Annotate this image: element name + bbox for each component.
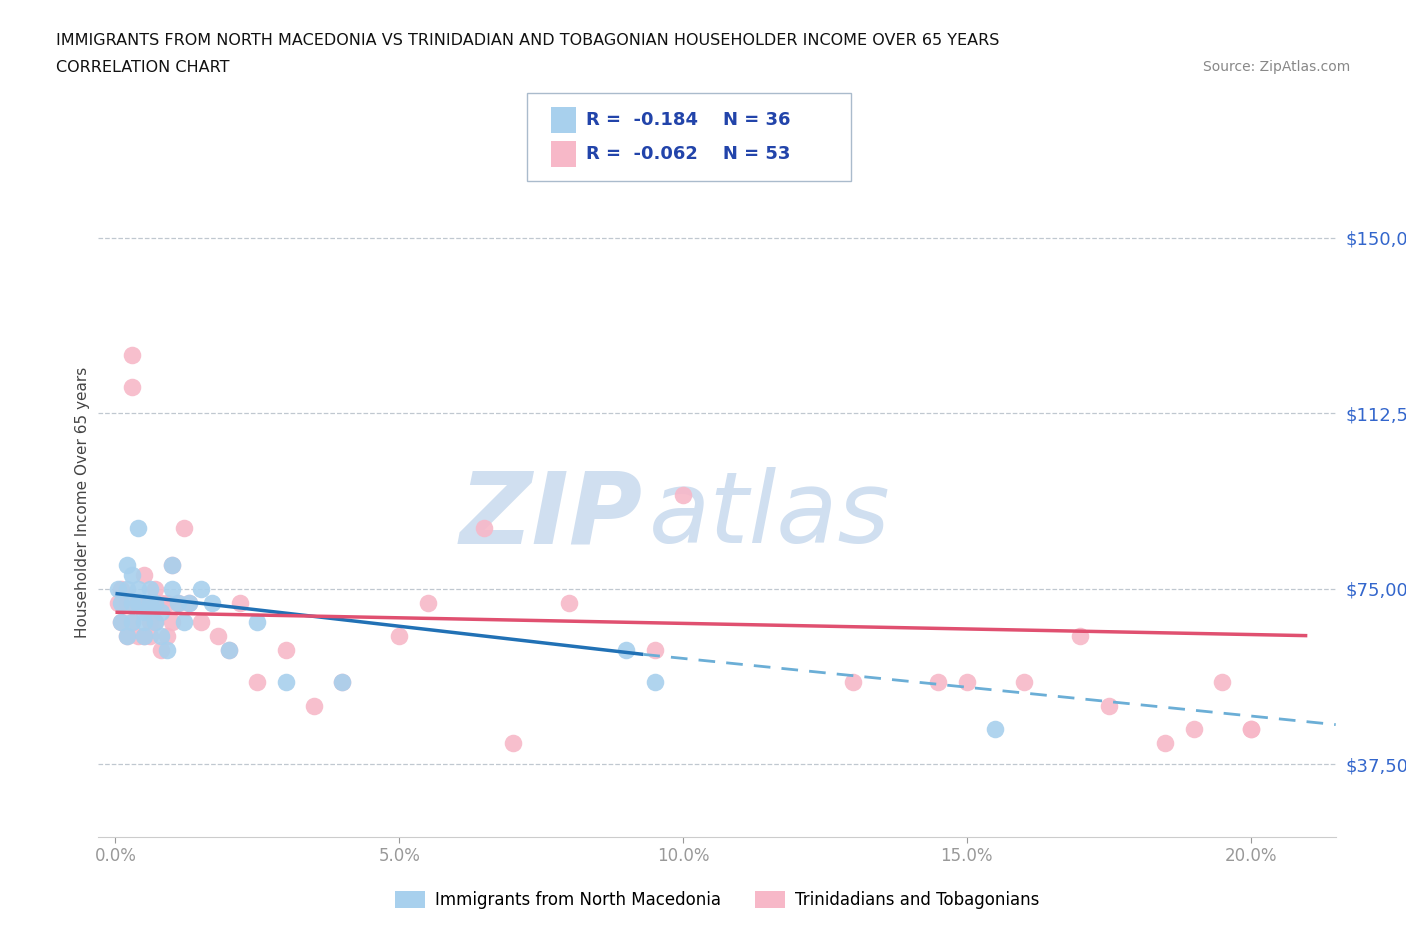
Point xyxy=(229,595,252,610)
Point xyxy=(246,614,269,629)
Text: R =  -0.062    N = 53: R = -0.062 N = 53 xyxy=(586,145,790,164)
Text: ZIP: ZIP xyxy=(460,467,643,565)
Y-axis label: Householder Income Over 65 years: Householder Income Over 65 years xyxy=(75,366,90,638)
Point xyxy=(127,595,149,610)
Point xyxy=(160,558,183,573)
Point xyxy=(155,628,177,643)
Point xyxy=(132,604,155,619)
Point xyxy=(138,595,160,610)
Point xyxy=(190,614,212,629)
Point xyxy=(121,595,143,610)
Point xyxy=(138,614,160,629)
Point xyxy=(121,614,143,629)
Point xyxy=(138,595,160,610)
Point xyxy=(179,595,201,610)
Text: atlas: atlas xyxy=(650,467,890,565)
Point xyxy=(149,628,172,643)
Point xyxy=(173,614,195,629)
Point xyxy=(115,581,138,596)
Point xyxy=(107,595,129,610)
Point xyxy=(110,581,132,596)
Point xyxy=(644,675,666,690)
Point xyxy=(167,595,190,610)
Point xyxy=(132,628,155,643)
Point xyxy=(1012,675,1035,690)
Point xyxy=(207,628,229,643)
Point xyxy=(115,628,138,643)
Point xyxy=(149,604,172,619)
Point xyxy=(110,614,132,629)
Point xyxy=(1098,698,1121,713)
Point xyxy=(132,614,155,629)
Point xyxy=(121,567,143,582)
Point xyxy=(127,628,149,643)
Point xyxy=(167,595,190,610)
Point xyxy=(274,675,297,690)
Point xyxy=(132,567,155,582)
Point xyxy=(127,521,149,536)
Point xyxy=(121,614,143,629)
Point xyxy=(121,347,143,362)
Point xyxy=(155,595,177,610)
Point xyxy=(143,614,166,629)
Text: CORRELATION CHART: CORRELATION CHART xyxy=(56,60,229,75)
Point xyxy=(115,595,138,610)
Point xyxy=(1239,722,1261,737)
Point xyxy=(160,581,183,596)
Point xyxy=(110,595,132,610)
Point xyxy=(502,736,524,751)
Point xyxy=(138,581,160,596)
Point xyxy=(179,595,201,610)
Point xyxy=(1154,736,1177,751)
Point xyxy=(173,521,195,536)
Point xyxy=(115,628,138,643)
Point xyxy=(110,614,132,629)
Point xyxy=(190,581,212,596)
Point xyxy=(143,614,166,629)
Point xyxy=(246,675,269,690)
Point xyxy=(127,595,149,610)
Point xyxy=(927,675,949,690)
Point xyxy=(160,614,183,629)
Point xyxy=(1182,722,1205,737)
Point xyxy=(138,628,160,643)
Point xyxy=(614,643,637,658)
Point xyxy=(149,595,172,610)
Point xyxy=(842,675,865,690)
Point xyxy=(127,581,149,596)
Point xyxy=(388,628,411,643)
Point xyxy=(274,643,297,658)
Point xyxy=(115,558,138,573)
Point xyxy=(984,722,1007,737)
Point xyxy=(956,675,979,690)
Point xyxy=(332,675,354,690)
Text: IMMIGRANTS FROM NORTH MACEDONIA VS TRINIDADIAN AND TOBAGONIAN HOUSEHOLDER INCOME: IMMIGRANTS FROM NORTH MACEDONIA VS TRINI… xyxy=(56,33,1000,47)
Legend: Immigrants from North Macedonia, Trinidadians and Tobagonians: Immigrants from North Macedonia, Trinida… xyxy=(388,884,1046,916)
Point xyxy=(218,643,240,658)
Point xyxy=(201,595,224,610)
Point xyxy=(143,595,166,610)
Text: Source: ZipAtlas.com: Source: ZipAtlas.com xyxy=(1202,60,1350,74)
Point xyxy=(132,628,155,643)
Point xyxy=(644,643,666,658)
Point xyxy=(218,643,240,658)
Text: R =  -0.184    N = 36: R = -0.184 N = 36 xyxy=(586,111,790,129)
Point xyxy=(160,558,183,573)
Point xyxy=(472,521,495,536)
Point xyxy=(558,595,581,610)
Point xyxy=(1239,722,1261,737)
Point xyxy=(1069,628,1091,643)
Point xyxy=(416,595,439,610)
Point xyxy=(332,675,354,690)
Point xyxy=(121,380,143,395)
Point xyxy=(302,698,325,713)
Point xyxy=(672,487,695,502)
Point xyxy=(155,643,177,658)
Point xyxy=(143,581,166,596)
Point xyxy=(132,595,155,610)
Point xyxy=(107,581,129,596)
Point xyxy=(1211,675,1233,690)
Point xyxy=(149,643,172,658)
